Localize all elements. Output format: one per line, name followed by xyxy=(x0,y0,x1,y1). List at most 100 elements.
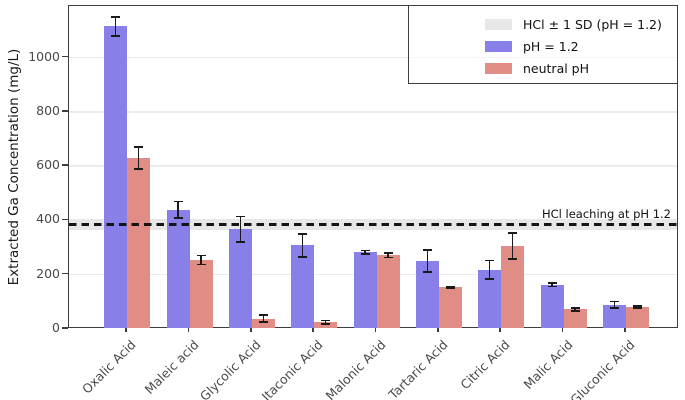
error-bar-cap-bottom xyxy=(360,252,370,255)
legend-item-label: pH = 1.2 xyxy=(523,38,579,54)
error-bar-cap-bottom xyxy=(445,287,455,290)
bar-ph-1-2-malonic-acid xyxy=(353,252,377,328)
error-bar xyxy=(445,285,455,290)
bar-neutral-ph-maleic-acid xyxy=(189,260,213,328)
error-bar-stem xyxy=(301,233,304,258)
error-bar-stem xyxy=(324,319,327,325)
error-bar xyxy=(485,259,495,281)
x-tick-label: Itaconic Acid xyxy=(258,337,326,400)
x-tick-mark xyxy=(187,328,190,332)
legend-item: HCl ± 1 SD (pH = 1.2) xyxy=(485,13,677,35)
y-tick-mark xyxy=(62,327,68,329)
error-bar xyxy=(609,300,619,309)
error-bar-stem xyxy=(488,259,491,281)
bar-ph-1-2-malic-acid xyxy=(540,284,564,328)
y-tick-mark xyxy=(62,273,68,275)
x-tick-label: Maleic acid xyxy=(141,337,202,398)
error-bar-stem xyxy=(177,200,179,219)
x-tick-label: Glycolic Acid xyxy=(196,337,264,400)
x-tick-mark xyxy=(250,328,252,332)
error-bar-stem xyxy=(387,252,389,259)
y-tick-mark xyxy=(62,55,68,58)
error-bar-cap-top xyxy=(360,249,370,252)
reference-line-label: HCl leaching at pH 1.2 xyxy=(542,206,671,221)
error-bar-cap-top xyxy=(111,16,121,18)
legend-item: neutral pH xyxy=(485,57,677,79)
legend-item: pH = 1.2 xyxy=(485,35,677,57)
y-tick-mark xyxy=(62,110,68,112)
y-gridline xyxy=(69,111,677,113)
error-bar-cap-top xyxy=(422,249,432,251)
bar-ph-1-2-tartaric-acid xyxy=(415,261,439,328)
error-bar-stem xyxy=(364,249,366,255)
error-bar-stem xyxy=(239,215,242,243)
error-bar xyxy=(632,305,642,309)
error-bar-cap-top xyxy=(298,233,308,235)
x-tick-mark xyxy=(312,328,314,332)
y-tick-label: 400 xyxy=(36,211,60,227)
bar-neutral-ph-citric-acid xyxy=(501,245,525,328)
error-bar-cap-top xyxy=(258,314,268,317)
error-bar-cap-top xyxy=(235,215,245,218)
hcl-reference-line xyxy=(69,223,677,226)
error-bar-stem xyxy=(551,282,553,288)
error-bar xyxy=(173,200,183,219)
y-tick-label: 0 xyxy=(52,320,60,335)
x-tick-mark xyxy=(374,328,377,332)
y-gridline xyxy=(69,56,677,59)
x-tick-label: Gluconic Acid xyxy=(567,337,638,400)
bar-neutral-ph-tartaric-acid xyxy=(438,287,462,328)
error-bar-cap-bottom xyxy=(422,271,432,274)
error-bar-stem xyxy=(137,146,140,170)
x-tick-mark xyxy=(125,328,127,332)
error-bar xyxy=(111,16,121,37)
error-bar xyxy=(360,249,370,255)
y-tick-mark xyxy=(62,164,68,166)
x-tick-label: Tartaric Acid xyxy=(385,337,451,400)
error-bar-cap-top xyxy=(508,231,518,234)
error-bar-cap-bottom xyxy=(134,168,144,170)
error-bar xyxy=(508,231,518,260)
error-bar-cap-top xyxy=(570,307,580,309)
error-bar xyxy=(570,307,580,312)
error-bar-cap-top xyxy=(547,282,557,284)
error-bar-cap-bottom xyxy=(321,323,331,325)
error-bar-cap-top xyxy=(321,319,331,322)
legend-item-label: neutral pH xyxy=(523,60,590,76)
error-bar-cap-bottom xyxy=(547,285,557,288)
x-tick-label: Malonic Acid xyxy=(322,337,389,400)
error-bar-cap-bottom xyxy=(609,306,619,309)
x-tick-label: Malic Acid xyxy=(520,337,576,393)
error-bar-cap-top xyxy=(445,285,455,288)
error-bar-stem xyxy=(426,249,429,274)
error-bar-cap-bottom xyxy=(485,278,495,281)
error-bar-cap-top xyxy=(173,200,183,203)
error-bar-cap-top xyxy=(632,305,642,308)
error-bar-cap-top xyxy=(196,254,206,257)
y-tick-label: 1000 xyxy=(28,48,60,64)
error-bar xyxy=(235,215,245,243)
error-bar-stem xyxy=(114,16,117,37)
bar-ph-1-2-maleic-acid xyxy=(166,209,190,328)
y-tick-mark xyxy=(62,218,68,221)
chart-legend: HCl ± 1 SD (pH = 1.2) pH = 1.2 neutral pH xyxy=(408,5,678,84)
error-bar-stem xyxy=(262,314,265,323)
y-tick-label: 600 xyxy=(36,157,60,173)
error-bar xyxy=(298,233,308,258)
error-bar-stem xyxy=(574,307,576,312)
error-bar-cap-top xyxy=(485,259,495,262)
error-bar xyxy=(547,282,557,288)
x-tick-label: Oxalic Acid xyxy=(79,337,139,397)
bar-ph-1-2-citric-acid xyxy=(478,269,502,328)
bar-ph-1-2-oxalic-acid xyxy=(104,26,128,328)
bar-ph-1-2-gluconic-acid xyxy=(602,304,626,328)
error-bar-stem xyxy=(613,300,616,309)
error-bar xyxy=(422,249,432,274)
error-bar-cap-top xyxy=(609,300,619,303)
y-tick-label: 800 xyxy=(36,102,60,118)
error-bar-cap-top xyxy=(134,146,144,148)
error-bar-cap-bottom xyxy=(383,256,393,259)
error-bar-cap-bottom xyxy=(632,306,642,309)
error-bar-stem xyxy=(200,254,202,266)
bar-ph-1-2-itaconic-acid xyxy=(291,245,315,328)
